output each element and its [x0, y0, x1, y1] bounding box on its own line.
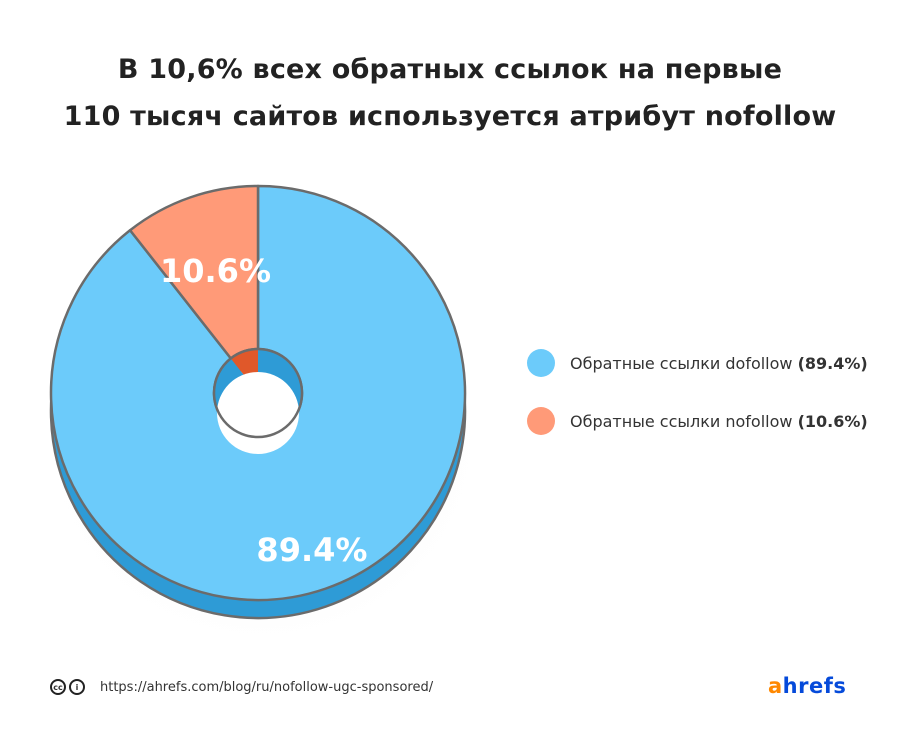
slice-label-0: 89.4%: [256, 531, 367, 569]
logo-text: hrefs: [782, 674, 847, 698]
ahrefs-logo: ahrefs: [768, 674, 846, 698]
source-url[interactable]: https://ahrefs.com/blog/ru/nofollow-ugc-…: [100, 679, 434, 695]
legend-value-nofollow: (10.6%): [797, 411, 868, 431]
chart-legend: Обратные ссылки dofollow (89.4%) Обратны…: [527, 348, 868, 464]
legend-label-dofollow: Обратные ссылки dofollow: [570, 353, 793, 373]
legend-item-dofollow: Обратные ссылки dofollow (89.4%): [527, 348, 868, 378]
footer: cc i https://ahrefs.com/blog/ru/nofollow…: [50, 679, 433, 695]
attribution-icon: i: [69, 679, 85, 695]
chart-title-line-2: 110 тысяч сайтов используется атрибут no…: [63, 101, 837, 132]
logo-letter-a: a: [768, 674, 783, 698]
slice-label-1: 10.6%: [160, 252, 271, 290]
legend-swatch-dofollow: [527, 349, 555, 377]
donut-hole: [217, 372, 299, 454]
chart-title-line-1: В 10,6% всех обратных ссылок на первые: [117, 54, 783, 85]
donut-hole-outline: [212, 347, 304, 439]
cc-icon: cc: [50, 679, 66, 695]
legend-label-nofollow: Обратные ссылки nofollow: [570, 411, 793, 431]
legend-swatch-nofollow: [527, 407, 555, 435]
legend-value-dofollow: (89.4%): [797, 353, 868, 373]
legend-item-nofollow: Обратные ссылки nofollow (10.6%): [527, 406, 868, 436]
